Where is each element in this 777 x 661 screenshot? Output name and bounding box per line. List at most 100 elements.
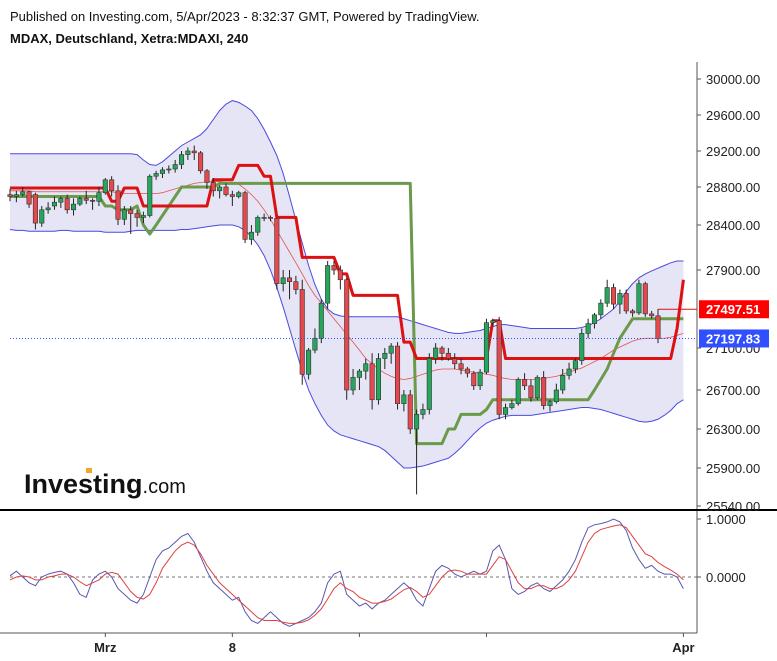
candle-body bbox=[45, 207, 51, 211]
candle-body bbox=[83, 198, 89, 201]
candle-body bbox=[528, 385, 534, 399]
candle-body bbox=[242, 192, 248, 240]
candle bbox=[159, 167, 165, 178]
candle-body bbox=[229, 194, 235, 197]
candle bbox=[604, 279, 610, 308]
candle bbox=[477, 369, 483, 390]
candle bbox=[439, 346, 445, 361]
candle-body bbox=[299, 289, 305, 375]
candle-body bbox=[140, 215, 146, 218]
candle bbox=[185, 147, 191, 160]
logo-suffix: .com bbox=[143, 476, 186, 498]
price-badge-bg bbox=[699, 329, 769, 348]
candle-body bbox=[344, 279, 350, 391]
candle-body bbox=[452, 358, 458, 365]
candle-body bbox=[560, 374, 566, 391]
instrument-line: MDAX, Deutschland, Xetra:MDAXI, 240 bbox=[10, 31, 249, 46]
candle-body bbox=[515, 379, 521, 404]
price-tick-label: 29600.00 bbox=[706, 108, 760, 123]
candle-body bbox=[32, 194, 38, 224]
candle bbox=[83, 190, 89, 205]
candle-body bbox=[267, 217, 273, 219]
candle bbox=[483, 318, 489, 375]
candle-body bbox=[121, 209, 127, 220]
candle-body bbox=[325, 265, 331, 304]
candle bbox=[395, 342, 401, 410]
candle bbox=[401, 390, 407, 412]
candle bbox=[179, 151, 185, 169]
candle-body bbox=[375, 358, 381, 401]
candle bbox=[522, 373, 528, 390]
candle bbox=[134, 209, 140, 227]
candle-body bbox=[363, 363, 369, 372]
candle-body bbox=[541, 377, 547, 406]
candle-body bbox=[337, 269, 343, 281]
candle bbox=[452, 353, 458, 369]
candle bbox=[45, 202, 51, 214]
candle-body bbox=[109, 179, 115, 192]
candle-body bbox=[159, 169, 165, 174]
candle-body bbox=[312, 337, 318, 351]
candle bbox=[312, 328, 318, 354]
candle-body bbox=[210, 182, 216, 192]
candle bbox=[566, 362, 572, 380]
candle-body bbox=[217, 186, 223, 192]
candle-body bbox=[630, 310, 636, 314]
candle-body bbox=[579, 333, 585, 361]
candle bbox=[147, 174, 153, 218]
candle bbox=[388, 343, 394, 364]
candle-body bbox=[71, 203, 77, 211]
candle bbox=[267, 215, 273, 222]
candle-body bbox=[58, 198, 64, 203]
candle bbox=[166, 165, 172, 174]
oscillator-pane bbox=[9, 518, 697, 627]
candle-body bbox=[20, 191, 26, 195]
candle bbox=[51, 196, 57, 210]
time-tick-label: Apr bbox=[672, 640, 694, 655]
candle bbox=[64, 194, 70, 214]
candle-body bbox=[153, 173, 159, 177]
candle-body bbox=[496, 320, 502, 415]
candle-body bbox=[293, 281, 299, 290]
price-badge-label: 27197.83 bbox=[706, 331, 760, 346]
candle-body bbox=[185, 150, 191, 155]
candle-body bbox=[248, 231, 254, 240]
candle-body bbox=[115, 190, 121, 220]
candle-body bbox=[166, 168, 172, 171]
candle-body bbox=[572, 360, 578, 370]
candle-body bbox=[553, 389, 559, 402]
candle-body bbox=[198, 152, 204, 172]
candle bbox=[7, 188, 13, 202]
candle-body bbox=[26, 191, 32, 205]
candle-body bbox=[604, 287, 610, 304]
candle-body bbox=[306, 349, 312, 375]
candle bbox=[591, 312, 597, 329]
candle-body bbox=[77, 198, 83, 205]
price-tick-label: 27900.00 bbox=[706, 263, 760, 278]
candle bbox=[509, 399, 515, 410]
candle bbox=[611, 283, 617, 309]
candle-body bbox=[39, 209, 45, 224]
candle bbox=[572, 358, 578, 374]
candle-body bbox=[611, 287, 617, 305]
candle bbox=[39, 206, 45, 227]
candle bbox=[20, 187, 26, 197]
candle bbox=[229, 190, 235, 206]
candle bbox=[585, 318, 591, 339]
candle bbox=[433, 343, 439, 364]
candle-body bbox=[655, 315, 661, 339]
candle bbox=[102, 178, 108, 195]
candle-body bbox=[51, 201, 57, 207]
candle bbox=[261, 213, 267, 222]
axes: 30000.00 29600.00 29200.00 28800.00 28400.00… bbox=[0, 62, 777, 655]
candle bbox=[553, 383, 559, 404]
candle-body bbox=[623, 293, 629, 312]
publish-line: Published on Investing.com, 5/Apr/2023 -… bbox=[10, 9, 480, 24]
candle-body bbox=[179, 154, 185, 165]
candle bbox=[547, 399, 553, 412]
candle bbox=[248, 225, 254, 245]
candle-body bbox=[642, 283, 648, 315]
candle bbox=[293, 275, 299, 295]
candle-body bbox=[464, 368, 470, 374]
